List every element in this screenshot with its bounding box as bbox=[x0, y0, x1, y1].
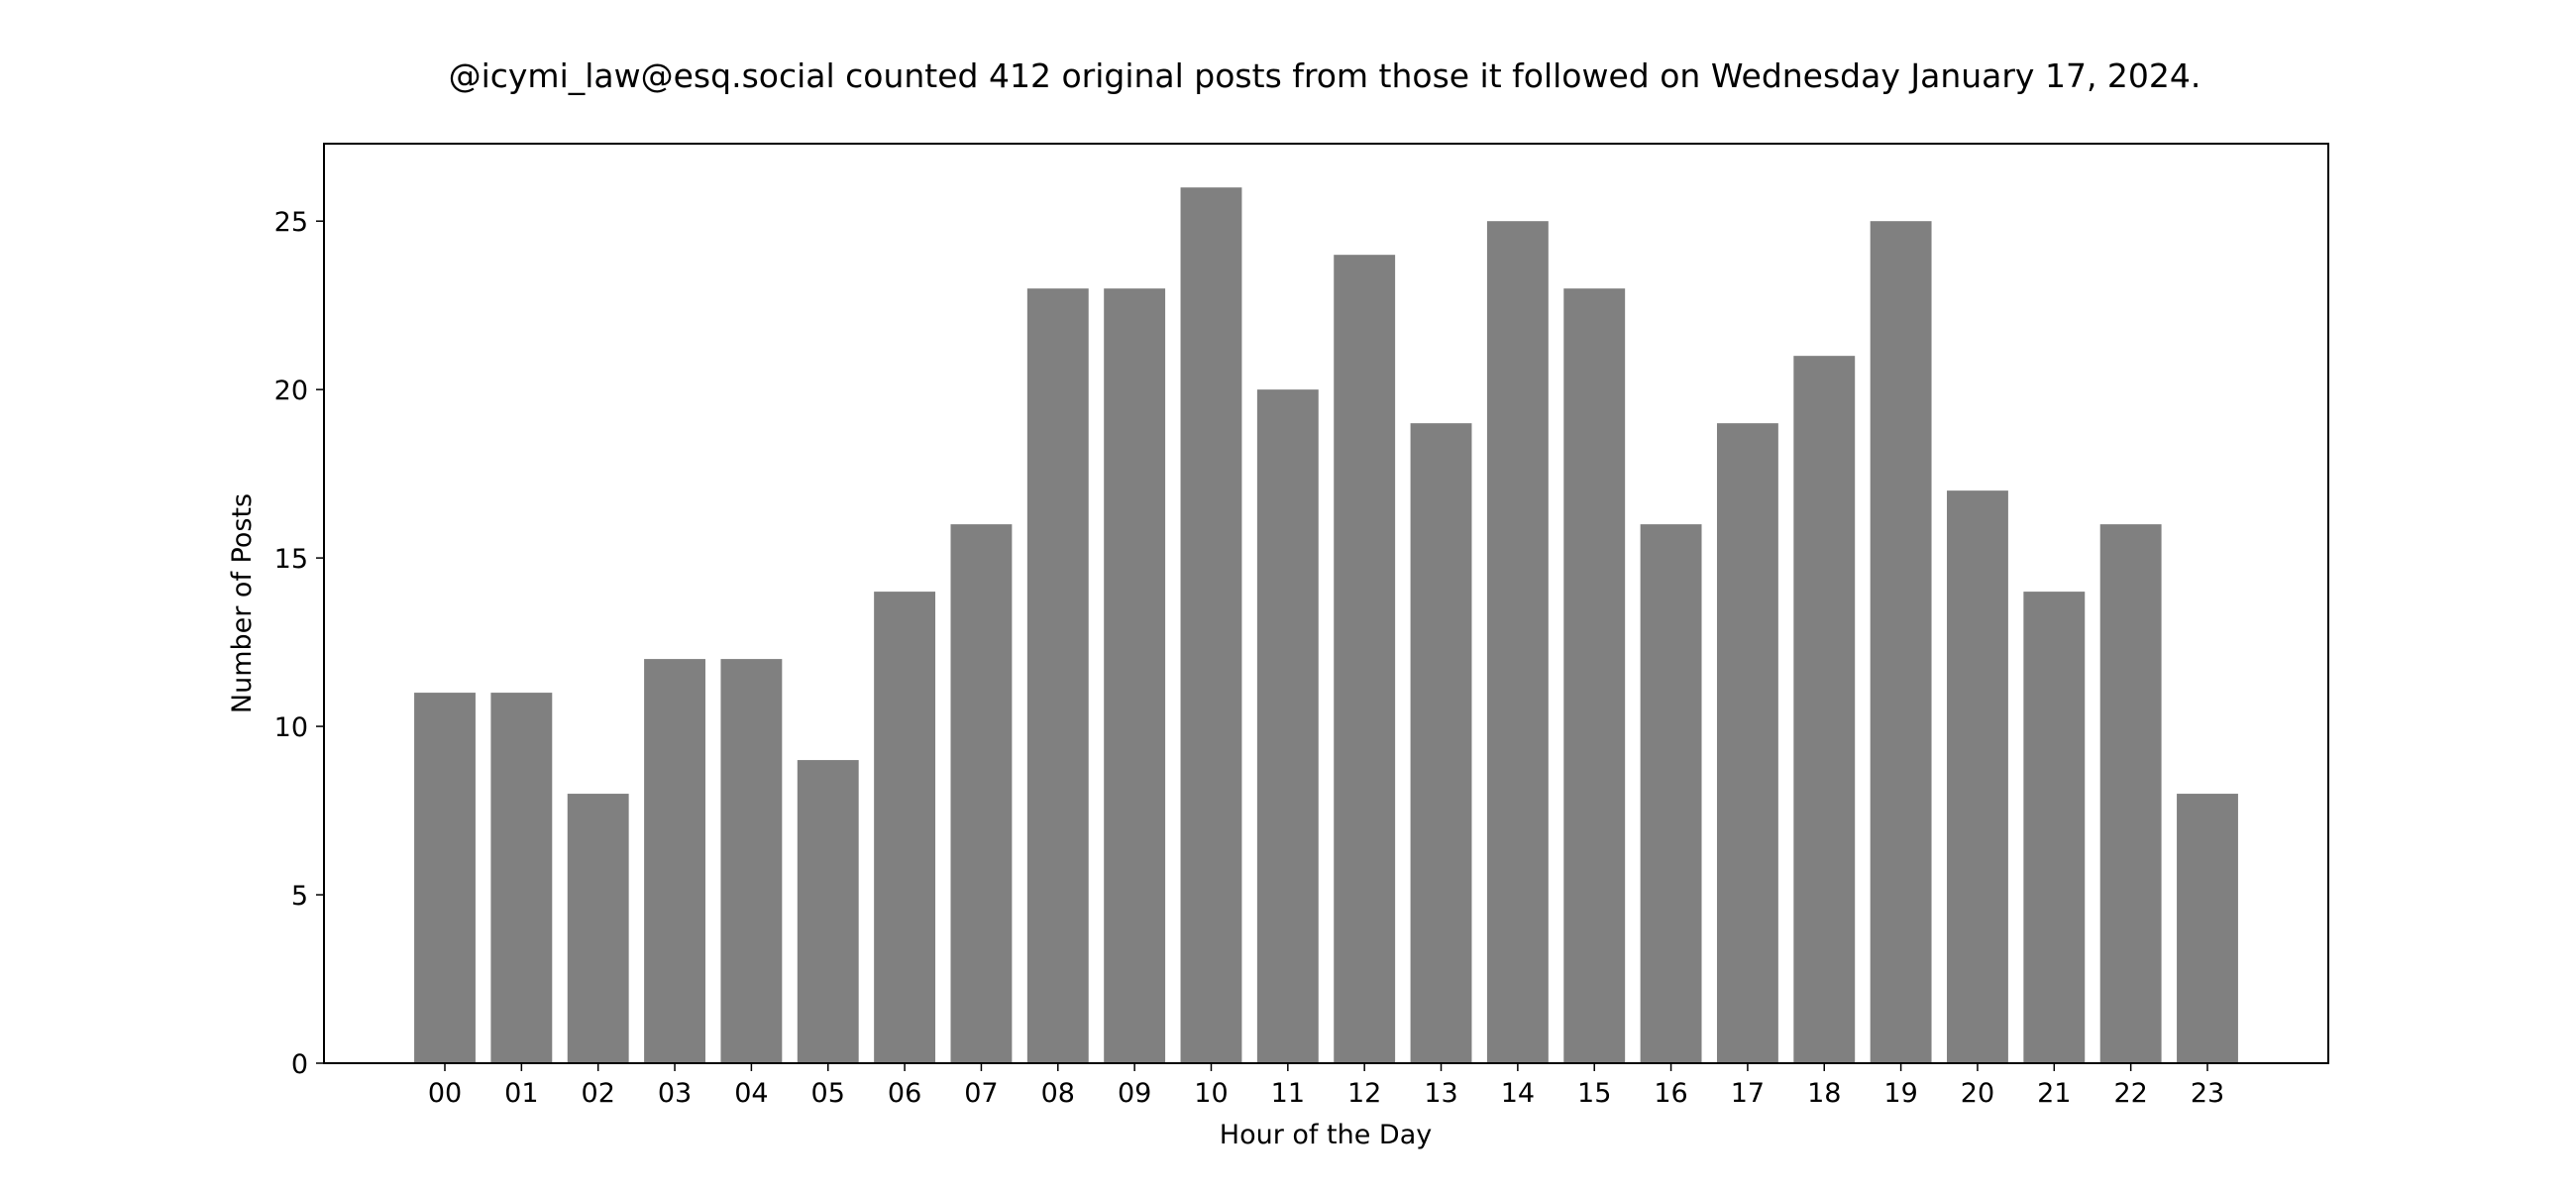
x-tick-label: 17 bbox=[1731, 1078, 1765, 1109]
bar-20 bbox=[1947, 490, 2008, 1064]
bar-17 bbox=[1716, 423, 1778, 1064]
bar-07 bbox=[950, 524, 1013, 1063]
chart-title: @icymi_law@esq.social counted 412 origin… bbox=[449, 56, 2201, 95]
bar-23 bbox=[2177, 794, 2238, 1063]
x-tick-label: 03 bbox=[658, 1078, 692, 1109]
x-tick-label: 01 bbox=[504, 1078, 538, 1109]
x-tick-label: 14 bbox=[1501, 1078, 1535, 1109]
y-tick-label: 25 bbox=[274, 207, 308, 238]
x-tick-label: 15 bbox=[1577, 1078, 1611, 1109]
x-tick-label: 08 bbox=[1041, 1078, 1075, 1109]
bar-22 bbox=[2099, 524, 2162, 1063]
x-tick-label: 22 bbox=[2113, 1078, 2147, 1109]
x-tick-label: 10 bbox=[1194, 1078, 1228, 1109]
bar-04 bbox=[720, 659, 783, 1063]
y-tick-label: 0 bbox=[291, 1049, 308, 1080]
bar-00 bbox=[414, 693, 476, 1063]
bar-11 bbox=[1256, 389, 1319, 1064]
x-axis: 00 01 02 03 04 05 06 07 08 09 10 11 12 13 14 15 16 17 18 19… bbox=[428, 1063, 2224, 1109]
bar-16 bbox=[1640, 524, 1702, 1063]
y-tick-label: 5 bbox=[291, 881, 308, 912]
x-tick-label: 23 bbox=[2191, 1078, 2224, 1109]
y-tick-label: 15 bbox=[274, 544, 308, 575]
plot-area-frame bbox=[323, 143, 2329, 1064]
x-tick-label: 21 bbox=[2037, 1078, 2071, 1109]
y-axis-label: Number of Posts bbox=[227, 493, 258, 713]
bar-01 bbox=[490, 693, 553, 1063]
bar-12 bbox=[1334, 255, 1396, 1064]
x-tick-label: 12 bbox=[1347, 1078, 1381, 1109]
x-tick-label: 00 bbox=[428, 1078, 462, 1109]
y-tick-label: 20 bbox=[274, 376, 308, 406]
x-tick-label: 05 bbox=[811, 1078, 845, 1109]
x-tick-label: 18 bbox=[1807, 1078, 1841, 1109]
x-tick-label: 06 bbox=[888, 1078, 921, 1109]
bar-19 bbox=[1870, 221, 1932, 1063]
bar-08 bbox=[1026, 288, 1089, 1064]
bar-21 bbox=[2023, 592, 2086, 1063]
bars-group bbox=[414, 187, 2238, 1064]
x-tick-label: 16 bbox=[1654, 1078, 1687, 1109]
bar-18 bbox=[1793, 356, 1856, 1064]
y-axis: 0 5 10 15 20 25 bbox=[274, 207, 324, 1080]
x-tick-label: 04 bbox=[734, 1078, 768, 1109]
bar-05 bbox=[797, 760, 859, 1063]
x-tick-label: 02 bbox=[582, 1078, 615, 1109]
bar-06 bbox=[874, 592, 936, 1063]
x-tick-label: 07 bbox=[964, 1078, 998, 1109]
bar-15 bbox=[1563, 288, 1626, 1064]
bar-13 bbox=[1410, 423, 1472, 1064]
y-tick-label: 10 bbox=[274, 712, 308, 743]
bar-02 bbox=[567, 794, 629, 1063]
bar-14 bbox=[1486, 221, 1549, 1063]
x-tick-label: 20 bbox=[1961, 1078, 1994, 1109]
x-tick-label: 09 bbox=[1118, 1078, 1151, 1109]
x-axis-label: Hour of the Day bbox=[1220, 1120, 1432, 1150]
bar-09 bbox=[1104, 288, 1166, 1064]
x-tick-label: 19 bbox=[1883, 1078, 1917, 1109]
bar-03 bbox=[644, 659, 705, 1063]
bar-10 bbox=[1180, 187, 1242, 1063]
x-tick-label: 13 bbox=[1424, 1078, 1457, 1109]
x-tick-label: 11 bbox=[1271, 1078, 1305, 1109]
